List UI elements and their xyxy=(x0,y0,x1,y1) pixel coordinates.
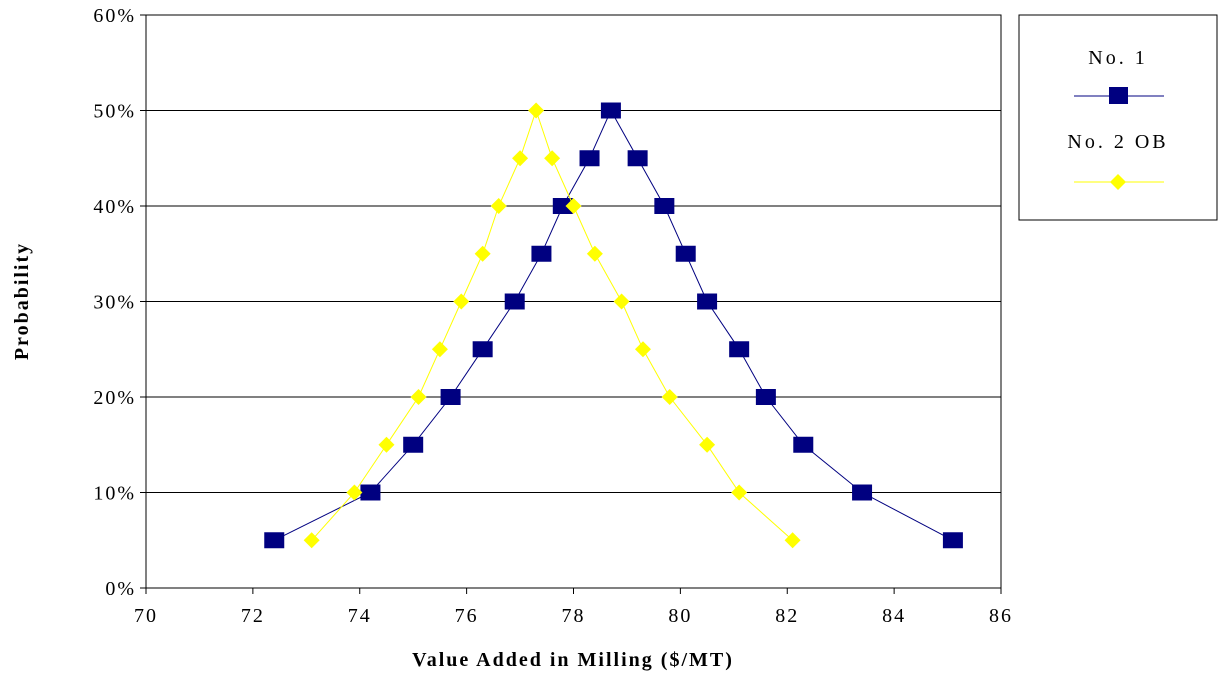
data-point xyxy=(264,532,285,549)
legend-label-no1: No. 1 xyxy=(1088,47,1147,69)
data-point xyxy=(453,293,470,310)
legend-marker-no2ob xyxy=(1110,174,1126,190)
y-tick-label: 50% xyxy=(93,101,136,123)
data-point xyxy=(755,389,776,405)
data-point xyxy=(942,532,963,549)
x-tick-label: 70 xyxy=(134,605,158,627)
data-point xyxy=(586,245,603,262)
data-point xyxy=(472,341,493,358)
data-point xyxy=(613,293,630,310)
y-tick-label: 60% xyxy=(93,5,136,27)
series-line xyxy=(274,109,954,541)
x-tick-label: 72 xyxy=(241,605,265,627)
data-point xyxy=(490,198,507,214)
data-point xyxy=(528,102,545,119)
x-axis: 70 72 74 76 78 80 82 84 86 xyxy=(134,588,1013,627)
data-point xyxy=(410,389,427,405)
data-point xyxy=(544,150,561,167)
data-point xyxy=(504,293,525,310)
data-point xyxy=(512,150,529,167)
data-point xyxy=(661,389,678,405)
data-point xyxy=(731,484,748,501)
data-point xyxy=(699,436,716,453)
data-point xyxy=(552,198,573,214)
series-line xyxy=(311,108,793,541)
series-1 xyxy=(303,102,801,549)
data-point xyxy=(431,341,448,358)
x-axis-title: Value Added in Milling ($/MT) xyxy=(412,649,734,671)
data-point xyxy=(852,484,873,501)
x-tick-label: 76 xyxy=(455,605,479,627)
data-point xyxy=(627,150,648,167)
series xyxy=(264,102,963,549)
data-point xyxy=(634,341,651,358)
y-tick-label: 30% xyxy=(93,292,136,314)
data-point xyxy=(793,436,814,453)
series-0 xyxy=(264,102,963,549)
y-tick-label: 10% xyxy=(93,483,136,505)
legend: No. 1 No. 2 OB xyxy=(1018,14,1218,221)
data-point xyxy=(403,436,424,453)
x-tick-label: 78 xyxy=(562,605,586,627)
data-point xyxy=(440,389,461,405)
data-point xyxy=(565,198,582,214)
grid-lines xyxy=(146,110,1001,493)
y-axis: 0% 10% 20% 30% 40% 50% 60% xyxy=(93,5,146,600)
data-point xyxy=(474,245,491,262)
data-point xyxy=(654,198,675,214)
data-point xyxy=(600,102,621,119)
legend-marker-no1 xyxy=(1109,87,1128,104)
legend-label-no2ob: No. 2 OB xyxy=(1067,131,1168,153)
x-tick-label: 74 xyxy=(348,605,372,627)
data-point xyxy=(579,150,600,167)
data-point xyxy=(697,293,718,310)
data-point xyxy=(303,532,320,549)
y-tick-label: 40% xyxy=(93,196,136,218)
y-tick-label: 20% xyxy=(93,387,136,409)
data-point xyxy=(346,484,363,501)
x-tick-label: 86 xyxy=(989,605,1013,627)
x-tick-label: 82 xyxy=(775,605,799,627)
data-point xyxy=(378,436,395,453)
data-point xyxy=(531,245,552,262)
data-point xyxy=(784,532,801,549)
data-point xyxy=(360,484,381,501)
x-tick-label: 84 xyxy=(882,605,906,627)
data-point xyxy=(729,341,750,358)
data-point xyxy=(675,245,696,262)
x-tick-label: 80 xyxy=(668,605,692,627)
y-axis-title: Probability xyxy=(11,242,33,360)
y-tick-label: 0% xyxy=(105,578,136,600)
